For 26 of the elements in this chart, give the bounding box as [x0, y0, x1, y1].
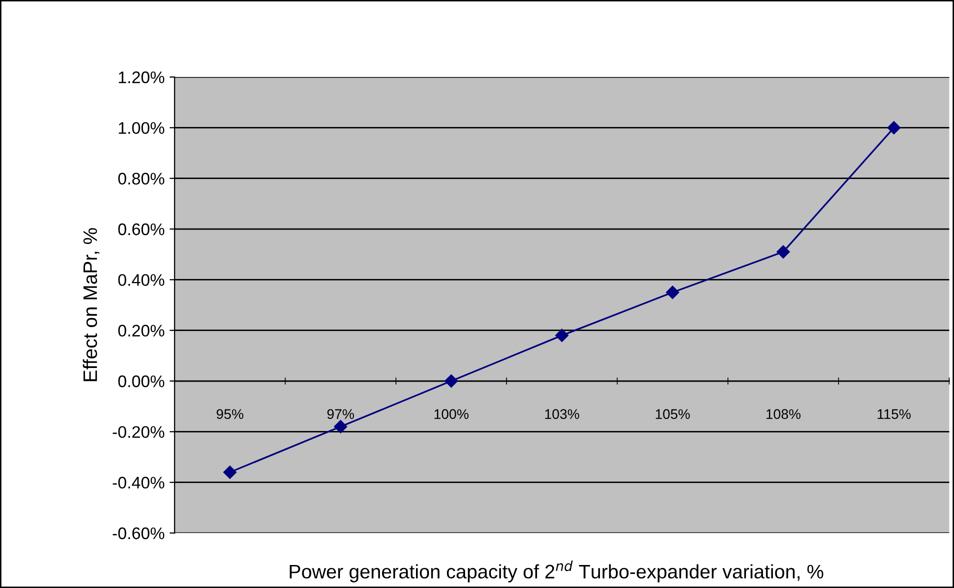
y-tick-label: -0.60%	[112, 527, 164, 540]
x-tick-label: 103%	[545, 409, 580, 420]
x-tick-label: 95%	[216, 409, 244, 420]
point	[444, 374, 458, 388]
point	[887, 121, 900, 134]
y-tick-label: 0.40%	[118, 274, 164, 286]
x-tick-label: 100%	[434, 409, 469, 420]
y-tick-label: 1.00%	[118, 122, 164, 134]
y-tick-label: 0.60%	[118, 223, 164, 236]
x-tick-label: 108%	[766, 409, 800, 420]
x-tick-label: 97%	[327, 409, 354, 420]
x-tick-label: 115%	[878, 409, 911, 420]
point	[776, 245, 790, 258]
point	[334, 420, 348, 434]
y-tick-label: 1.20%	[118, 71, 164, 84]
point	[555, 328, 568, 342]
x-tick-label: 105%	[656, 409, 690, 420]
point	[223, 466, 236, 479]
y-tick-label: 0.20%	[118, 324, 164, 337]
y-tick-label: -0.40%	[112, 476, 164, 489]
y-tick-label: 0.00%	[118, 375, 164, 388]
point	[666, 286, 680, 299]
y-tick-label: 0.80%	[118, 172, 164, 185]
x-axis-title: Power generation capacity of 2$^{nd}$ Turbo-expander variation, %	[290, 560, 824, 582]
y-axis-title: Effect on MaPr, %	[82, 228, 100, 382]
y-tick-label: -0.20%	[112, 426, 164, 438]
